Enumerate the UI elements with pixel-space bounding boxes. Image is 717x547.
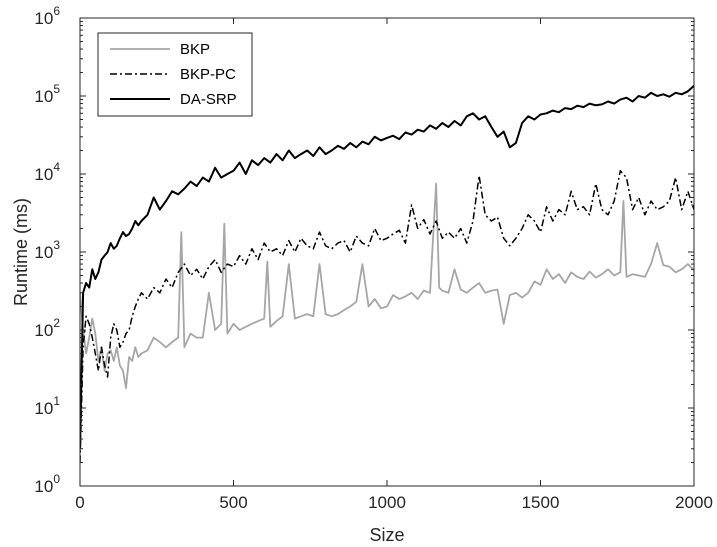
y-tick-label: 104	[34, 160, 60, 184]
x-tick-label: 0	[75, 493, 84, 512]
legend-label-da-srp: DA-SRP	[180, 91, 237, 108]
x-tick-label: 500	[219, 493, 247, 512]
series-layer	[80, 85, 694, 463]
y-tick-label: 106	[34, 4, 60, 28]
legend: BKP BKP-PC DA-SRP	[97, 32, 253, 117]
y-tick-label: 101	[34, 394, 60, 418]
y-tick-label: 102	[34, 316, 60, 340]
legend-label-bkp-pc: BKP-PC	[180, 66, 236, 83]
series-line-bkp	[80, 182, 694, 390]
y-axis-label: Runtime (ms)	[11, 198, 31, 306]
x-axis-label: Size	[369, 525, 404, 545]
y-tick-label: 105	[34, 82, 60, 106]
legend-label-bkp: BKP	[180, 41, 210, 58]
x-tick-label: 1500	[522, 493, 560, 512]
y-tick-label: 103	[34, 238, 60, 262]
x-tick-label: 2000	[675, 493, 713, 512]
y-tick-label: 100	[34, 472, 60, 496]
series-line-da-srp	[80, 85, 694, 449]
series-line-bkp-pc	[80, 170, 694, 463]
x-tick-label: 1000	[368, 493, 406, 512]
legend-box	[97, 32, 253, 117]
